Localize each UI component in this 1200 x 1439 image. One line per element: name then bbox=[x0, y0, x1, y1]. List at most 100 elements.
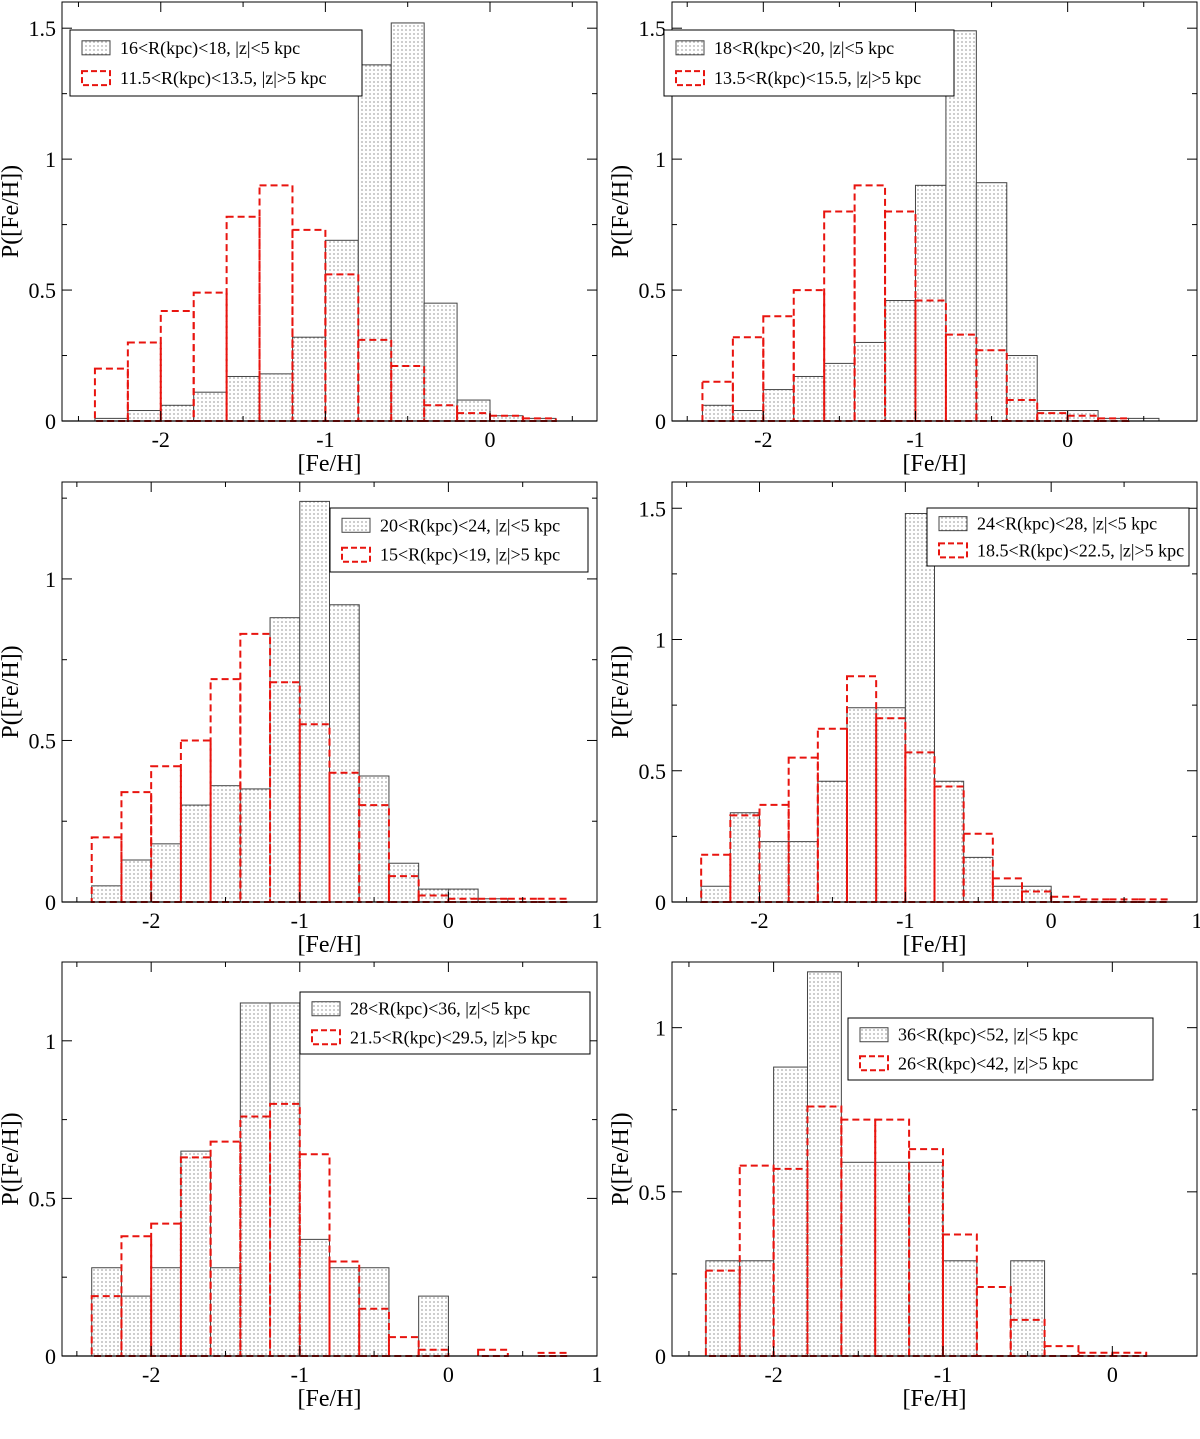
bar-dotted bbox=[299, 1238, 330, 1357]
y-tick-label: 0.5 bbox=[29, 278, 57, 303]
legend-box bbox=[926, 507, 1190, 567]
bar-dotted bbox=[1006, 355, 1038, 422]
x-tick-label: 1 bbox=[592, 908, 603, 933]
bar-dotted bbox=[239, 788, 271, 903]
bar-dotted bbox=[700, 885, 731, 903]
panel-1: 0 0.5 1 1.5 -2 -1 0 [Fe/H] P([Fe/H]) 16<R(kpc)<18… bbox=[0, 1, 598, 477]
legend-box bbox=[329, 507, 589, 573]
legend-box bbox=[663, 29, 955, 97]
legend-label-dashed: 21.5<R(kpc)<29.5, |z|>5 kpc bbox=[350, 1027, 557, 1048]
legend-swatch-dotted bbox=[859, 1027, 889, 1043]
bar-dotted bbox=[963, 856, 994, 903]
y-tick-label: 0.5 bbox=[639, 1180, 667, 1205]
y-tick-label: 0 bbox=[45, 409, 56, 434]
bar-dashed bbox=[701, 380, 734, 422]
x-tick-label: -2 bbox=[142, 1362, 160, 1387]
legend-label-dotted: 18<R(kpc)<20, |z|<5 kpc bbox=[714, 38, 894, 59]
bar-dashed bbox=[816, 727, 848, 903]
bar-dashed bbox=[90, 836, 123, 904]
bar-dashed bbox=[417, 894, 450, 903]
legend-label-dashed: 18.5<R(kpc)<22.5, |z|>5 kpc bbox=[977, 540, 1184, 561]
legend-swatch-dashed bbox=[675, 70, 705, 87]
bar-dotted bbox=[329, 1267, 360, 1357]
y-axis-label: P([Fe/H]) bbox=[0, 1112, 24, 1205]
x-axis-label: [Fe/H] bbox=[903, 1386, 967, 1412]
bar-dashed bbox=[324, 273, 360, 422]
bar-dotted bbox=[150, 1267, 182, 1357]
x-tick-label: -1 bbox=[291, 908, 309, 933]
bar-dashed bbox=[120, 1235, 153, 1357]
y-axis-label: P([Fe/H]) bbox=[608, 645, 634, 738]
legend-swatch-dotted bbox=[938, 516, 968, 532]
y-axis-label: P([Fe/H]) bbox=[608, 165, 634, 258]
x-tick-label: 0 bbox=[443, 1362, 454, 1387]
bar-dotted bbox=[329, 604, 360, 903]
y-tick-label: 0 bbox=[45, 890, 56, 915]
legend-label-dashed: 15<R(kpc)<19, |z|>5 kpc bbox=[380, 545, 560, 566]
legend-swatch-dotted bbox=[81, 40, 111, 56]
bar-dotted bbox=[701, 404, 734, 422]
legend: 24<R(kpc)<28, |z|<5 kpc 18.5<R(kpc)<22.5,… bbox=[926, 507, 1190, 567]
x-tick-label: 1 bbox=[1192, 908, 1200, 933]
bar-dotted bbox=[160, 404, 195, 422]
x-axis-label: [Fe/H] bbox=[298, 932, 362, 958]
bar-dotted bbox=[447, 888, 479, 903]
x-tick-label: -1 bbox=[896, 908, 914, 933]
bar-dotted bbox=[840, 1161, 876, 1357]
x-tick-label: 1 bbox=[592, 1362, 603, 1387]
bar-dashed bbox=[738, 1164, 775, 1357]
bar-dotted bbox=[817, 780, 848, 903]
bar-dotted bbox=[992, 885, 1023, 903]
y-tick-label: 0.5 bbox=[29, 728, 57, 753]
y-tick-label: 1 bbox=[45, 1029, 56, 1054]
bar-dotted bbox=[1036, 410, 1069, 422]
x-tick-label: -2 bbox=[750, 908, 768, 933]
bar-dotted bbox=[180, 1150, 212, 1357]
x-tick-label: 0 bbox=[1107, 1362, 1118, 1387]
bar-dotted bbox=[1021, 885, 1052, 903]
panel-6: 0 0.5 1 -2 -1 0 [Fe/H] P([Fe/H]) 36<R(kpc)<52, |… bbox=[608, 961, 1198, 1412]
y-tick-label: 0 bbox=[45, 1344, 56, 1369]
panel-2: 0 0.5 1 1.5 -2 -1 0 [Fe/H] P([Fe/H]) 18<R(kpc)<20… bbox=[608, 1, 1198, 477]
bar-dashed bbox=[358, 804, 390, 903]
legend-swatch-dotted bbox=[675, 40, 705, 56]
legend: 20<R(kpc)<24, |z|<5 kpc 15<R(kpc)<19, |z|… bbox=[329, 507, 589, 573]
y-tick-label: 1 bbox=[45, 147, 56, 172]
bar-dotted bbox=[705, 1260, 741, 1357]
bar-dashed bbox=[941, 1233, 978, 1358]
bar-dotted bbox=[180, 804, 212, 903]
bar-dotted bbox=[788, 841, 819, 903]
x-tick-label: 0 bbox=[485, 427, 496, 452]
x-tick-label: 0 bbox=[1046, 908, 1057, 933]
bar-dotted bbox=[269, 1002, 301, 1357]
bar-dotted bbox=[1010, 1260, 1046, 1357]
bar-dotted bbox=[908, 1161, 944, 1357]
y-tick-label: 1.5 bbox=[29, 16, 57, 41]
legend: 28<R(kpc)<36, |z|<5 kpc 21.5<R(kpc)<29.5,… bbox=[299, 991, 591, 1055]
x-tick-label: -1 bbox=[316, 427, 334, 452]
bar-dotted bbox=[259, 373, 293, 422]
bar-dotted bbox=[210, 1267, 241, 1357]
y-axis-label: P([Fe/H]) bbox=[0, 645, 24, 738]
bar-dashed bbox=[423, 404, 459, 423]
bar-dotted bbox=[269, 617, 301, 903]
bar-dotted bbox=[823, 362, 856, 422]
legend: 16<R(kpc)<18, |z|<5 kpc 11.5<R(kpc)<13.5,… bbox=[69, 29, 363, 97]
legend-box bbox=[847, 1017, 1154, 1081]
bar-dotted bbox=[423, 302, 458, 422]
y-tick-label: 1 bbox=[655, 147, 666, 172]
bar-dotted bbox=[127, 410, 162, 422]
bar-dotted bbox=[210, 785, 241, 903]
y-tick-label: 1 bbox=[655, 1016, 666, 1041]
bar-dotted bbox=[388, 862, 420, 903]
x-tick-label: -2 bbox=[142, 908, 160, 933]
bar-dashed bbox=[521, 417, 557, 423]
legend-swatch-dashed bbox=[311, 1029, 341, 1046]
bar-dotted bbox=[91, 885, 122, 903]
legend-label-dashed: 11.5<R(kpc)<13.5, |z|>5 kpc bbox=[120, 68, 326, 89]
y-tick-label: 1.5 bbox=[639, 16, 667, 41]
bar-dotted bbox=[324, 239, 359, 422]
bar-dotted bbox=[914, 184, 947, 422]
